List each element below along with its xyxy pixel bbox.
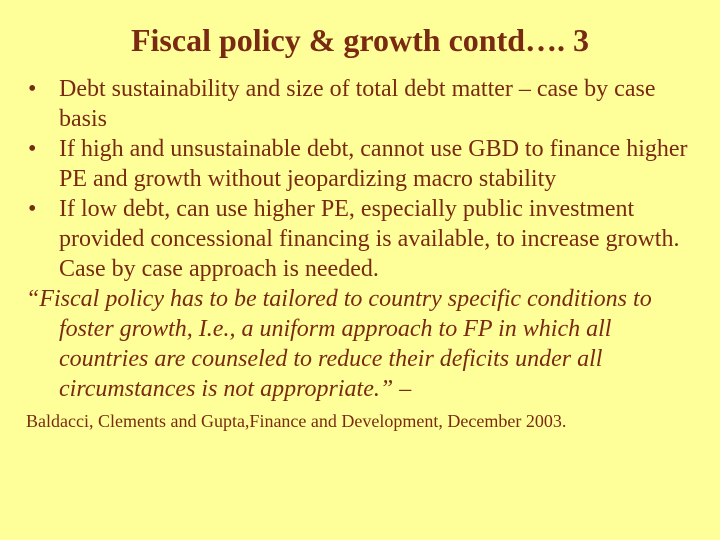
bullet-item: • Debt sustainability and size of total … xyxy=(26,74,696,134)
bullet-item: • If low debt, can use higher PE, especi… xyxy=(26,194,696,284)
quote-citation: Baldacci, Clements and Gupta,Finance and… xyxy=(26,411,567,431)
slide-title: Fiscal policy & growth contd…. 3 xyxy=(130,22,590,58)
slide-body: • Debt sustainability and size of total … xyxy=(26,74,696,432)
quote-text: “Fiscal policy has to be tailored to cou… xyxy=(26,286,652,402)
bullet-icon: • xyxy=(28,76,37,102)
bullet-text: If high and unsustainable debt, cannot u… xyxy=(59,136,688,192)
quote-block: “Fiscal policy has to be tailored to cou… xyxy=(26,284,696,432)
bullet-icon: • xyxy=(28,136,37,162)
bullet-item: • If high and unsustainable debt, cannot… xyxy=(26,134,696,194)
bullet-list: • Debt sustainability and size of total … xyxy=(26,74,696,284)
bullet-icon: • xyxy=(28,196,37,222)
bullet-text: If low debt, can use higher PE, especial… xyxy=(59,196,680,282)
bullet-text: Debt sustainability and size of total de… xyxy=(59,76,656,132)
